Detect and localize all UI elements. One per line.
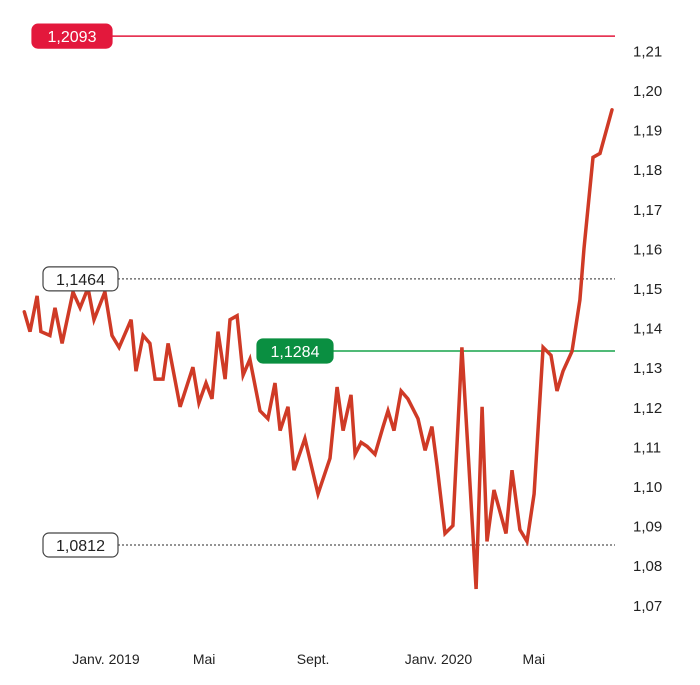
y-tick-label: 1,10 bbox=[633, 479, 662, 496]
y-tick-label: 1,15 bbox=[633, 281, 662, 298]
reference-label: 1,0812 bbox=[56, 538, 105, 555]
y-tick-label: 1,08 bbox=[633, 558, 662, 575]
reference-label-box bbox=[256, 338, 334, 364]
y-tick-label: 1,07 bbox=[633, 598, 662, 615]
reference-label: 1,2093 bbox=[48, 29, 97, 46]
y-tick-label: 1,19 bbox=[633, 123, 662, 140]
reference-label-box bbox=[42, 532, 119, 558]
y-tick-label: 1,12 bbox=[633, 400, 662, 417]
x-tick-label: Sept. bbox=[297, 651, 330, 667]
y-tick-label: 1,09 bbox=[633, 519, 662, 536]
y-axis: 1,07 1,08 1,09 1,10 1,11 1,12 1,13 1,14 1,15 1,16… bbox=[633, 43, 662, 614]
series-layer bbox=[22, 108, 614, 590]
y-tick-label: 1,21 bbox=[633, 43, 662, 60]
reference-label-box bbox=[42, 266, 119, 292]
reference-label: 1,1464 bbox=[56, 272, 105, 289]
x-tick-label: Janv. 2020 bbox=[405, 651, 473, 667]
y-tick-label: 1,16 bbox=[633, 241, 662, 258]
reference-label-box bbox=[31, 23, 113, 49]
y-tick-label: 1,14 bbox=[633, 321, 662, 338]
y-tick-label: 1,17 bbox=[633, 202, 662, 219]
reference-lines bbox=[112, 35, 615, 546]
y-tick-label: 1,18 bbox=[633, 162, 662, 179]
y-tick-label: 1,13 bbox=[633, 360, 662, 377]
y-tick-label: 1,11 bbox=[633, 439, 661, 456]
series-line bbox=[22, 108, 614, 590]
reference-label: 1,1284 bbox=[271, 344, 320, 361]
x-tick-label: Mai bbox=[523, 651, 546, 667]
y-tick-label: 1,20 bbox=[633, 83, 662, 100]
x-tick-label: Mai bbox=[193, 651, 216, 667]
x-axis: Janv. 2019 Mai Sept. Janv. 2020 Mai bbox=[72, 651, 545, 667]
reference-labels: 1,2093 1,1464 1,1284 1,0812 bbox=[31, 23, 334, 558]
x-tick-label: Janv. 2019 bbox=[72, 651, 140, 667]
